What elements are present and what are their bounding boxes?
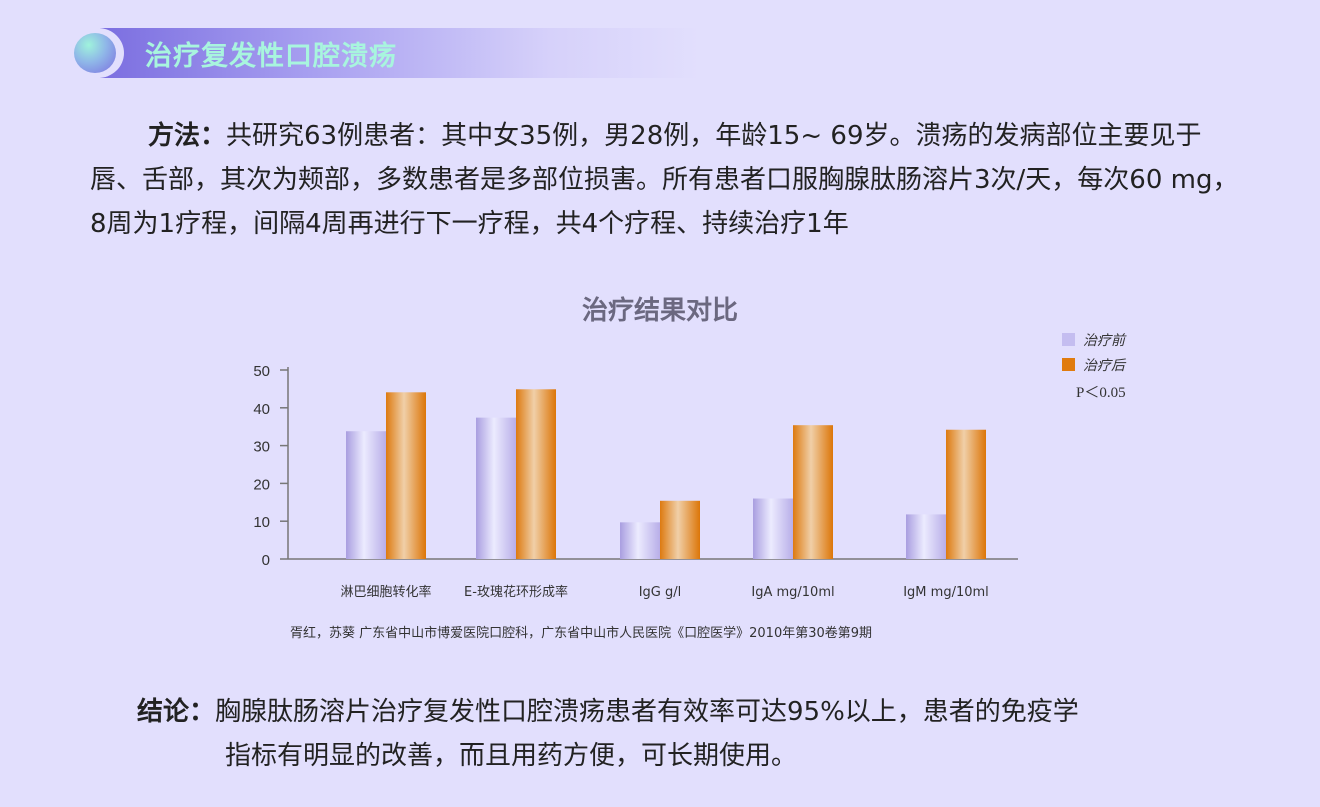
legend-swatch xyxy=(1062,358,1075,371)
y-tick-label: 30 xyxy=(253,439,270,456)
bar-after xyxy=(793,425,833,559)
method-paragraph: 方法：共研究63例患者：其中女35例，男28例，年龄15~ 69岁。溃疡的发病部… xyxy=(90,114,1250,246)
legend-label: 治疗后 xyxy=(1083,358,1127,374)
x-tick-label: 淋巴细胞转化率 xyxy=(340,584,431,600)
legend-swatch xyxy=(1062,333,1075,346)
title-banner xyxy=(100,28,700,78)
chart-title: 治疗结果对比 xyxy=(581,296,738,326)
p-value-annotation: P＜0.05 xyxy=(1076,385,1126,401)
conclusion-label: 结论： xyxy=(137,697,216,727)
source-citation: 胥红，苏葵 广东省中山市博爱医院口腔科，广东省中山市人民医院《口腔医学》2010… xyxy=(290,625,872,641)
conclusion: 结论：胸腺肽肠溶片治疗复发性口腔溃疡患者有效率可达95%以上，患者的免疫学 指标… xyxy=(137,690,1237,778)
y-tick-label: 20 xyxy=(253,476,270,493)
slide-title: 治疗复发性口腔溃疡 xyxy=(145,41,397,72)
sphere-bullet-icon xyxy=(74,33,116,73)
bar-before xyxy=(346,431,386,559)
bar-before xyxy=(476,417,516,559)
bar-after xyxy=(386,392,426,559)
bar-after xyxy=(946,429,986,559)
x-tick-label: IgA mg/10ml xyxy=(751,585,834,600)
bar-before xyxy=(906,514,946,559)
bar-before xyxy=(753,498,793,559)
conclusion-line1: 胸腺肽肠溶片治疗复发性口腔溃疡患者有效率可达95%以上，患者的免疫学 xyxy=(215,697,1079,727)
bar-before xyxy=(620,522,660,559)
x-tick-label: IgG g/l xyxy=(639,585,682,600)
conclusion-line2: 指标有明显的改善，而且用药方便，可长期使用。 xyxy=(225,741,798,771)
y-tick-label: 0 xyxy=(262,552,270,569)
method-text: 共研究63例患者：其中女35例，男28例，年龄15~ 69岁。溃疡的发病部位主要… xyxy=(90,121,1239,239)
y-tick-label: 10 xyxy=(253,514,270,531)
method-label: 方法： xyxy=(148,121,227,151)
y-tick-label: 50 xyxy=(253,363,270,380)
bar-after xyxy=(516,389,556,559)
bar-after xyxy=(660,500,700,559)
y-tick-label: 40 xyxy=(253,401,270,418)
legend-label: 治疗前 xyxy=(1083,333,1127,349)
x-tick-label: E-玫瑰花环形成率 xyxy=(464,584,568,600)
x-tick-label: IgM mg/10ml xyxy=(903,585,989,600)
